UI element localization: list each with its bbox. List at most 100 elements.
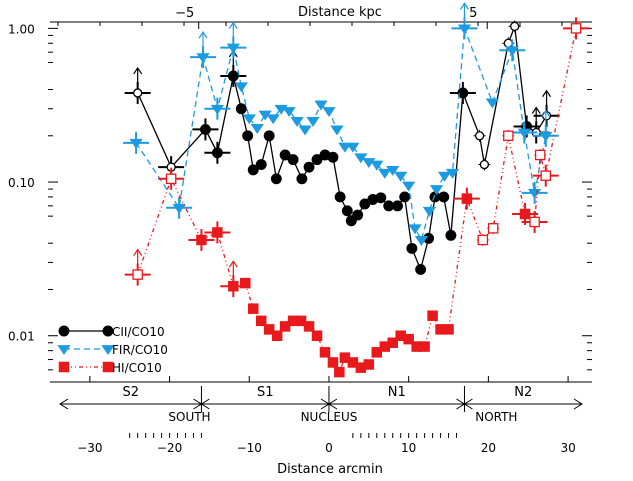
y-tick-label: 1.00 (8, 22, 35, 36)
data-point (226, 43, 240, 54)
data-point (429, 185, 444, 196)
data-point (378, 168, 392, 179)
data-point (228, 280, 239, 292)
data-point (319, 347, 331, 358)
series-3 (124, 17, 590, 378)
x-tick-label: 0 (325, 441, 333, 455)
data-point (279, 149, 291, 161)
data-point (402, 181, 416, 192)
region-arrow-right (573, 398, 583, 410)
data-point (263, 130, 275, 142)
data-point (371, 347, 383, 358)
data-point (129, 138, 143, 149)
data-point (341, 205, 353, 217)
data-point (196, 234, 207, 246)
data-point (211, 147, 223, 159)
data-point (414, 236, 429, 246)
data-point (338, 142, 352, 153)
data-point (403, 333, 414, 345)
data-point (408, 224, 422, 235)
zone-label: SOUTH (168, 410, 210, 424)
data-point (370, 160, 384, 171)
x-axis-bottom-label: Distance arcmin (277, 462, 383, 477)
data-point (298, 125, 312, 136)
data-point (415, 263, 427, 275)
regions-strip: S2 S1 N1 N2 SOUTH NUCLEUS NORTH (59, 385, 583, 424)
data-point (334, 366, 345, 378)
data-point (505, 46, 519, 57)
data-point (352, 209, 364, 221)
top-tick-label: 5 (469, 6, 477, 21)
data-point (210, 104, 225, 115)
data-point (510, 21, 520, 32)
data-point (457, 87, 469, 99)
data-point (242, 114, 256, 125)
data-point (133, 88, 143, 98)
limit-arrow (133, 66, 143, 75)
legend-marker (57, 345, 71, 356)
series-layer (123, 2, 590, 378)
data-point (477, 234, 489, 246)
data-point (354, 153, 368, 164)
x-tick-label: −30 (77, 441, 102, 455)
y-tick-label: 0.01 (8, 330, 35, 344)
data-point (303, 321, 315, 332)
data-point (519, 208, 531, 220)
data-point (438, 191, 450, 203)
data-point (235, 103, 247, 115)
series-1 (124, 20, 560, 275)
data-point (212, 227, 223, 238)
limit-arrow (228, 21, 238, 29)
series-line (137, 28, 577, 374)
data-point (311, 154, 323, 166)
legend-label: FIR/CO10 (112, 343, 168, 357)
data-point (517, 128, 531, 139)
data-point (303, 161, 315, 173)
data-point (540, 170, 552, 181)
limit-arrow (133, 248, 143, 256)
data-point (255, 159, 267, 170)
data-point (270, 173, 282, 185)
data-point (457, 24, 472, 35)
x-tick-label: 30 (560, 441, 575, 455)
data-point (443, 324, 454, 335)
data-point (503, 130, 514, 142)
data-point (570, 23, 582, 34)
y-tick-label: 0.10 (8, 176, 35, 190)
data-point (394, 171, 408, 182)
legend: CII/CO10 FIR/CO10 HI/CO10 (57, 325, 168, 375)
data-point (327, 151, 339, 163)
data-point (240, 277, 251, 289)
legend-marker (102, 361, 114, 373)
data-point (306, 116, 320, 127)
data-point (290, 116, 304, 127)
data-point (479, 159, 490, 170)
data-point (132, 269, 143, 280)
series-2 (123, 2, 559, 246)
data-point (247, 303, 259, 314)
region-label: N2 (514, 385, 532, 400)
zone-label: NORTH (475, 410, 517, 424)
region-label: N1 (388, 385, 406, 400)
data-point (322, 107, 336, 118)
x-axis-top-label: Distance kpc (298, 5, 382, 20)
data-point (199, 123, 211, 135)
legend-label: CII/CO10 (112, 325, 165, 339)
data-point (250, 124, 264, 134)
axis-ticks: −30 −20 −10 0 10 20 30 −5 5 0.01 0.10 1.00 (8, 6, 592, 455)
data-point (282, 107, 296, 118)
series-line (135, 28, 547, 242)
data-point (534, 149, 546, 161)
data-point (487, 223, 499, 234)
data-point (196, 53, 210, 64)
data-point (422, 206, 437, 217)
region-label: S2 (122, 385, 139, 400)
data-point (437, 171, 452, 182)
data-point (485, 98, 499, 109)
data-point (227, 70, 239, 82)
data-point (503, 38, 513, 48)
data-point (334, 191, 346, 203)
data-point (359, 198, 371, 210)
limit-arrow (541, 109, 551, 118)
